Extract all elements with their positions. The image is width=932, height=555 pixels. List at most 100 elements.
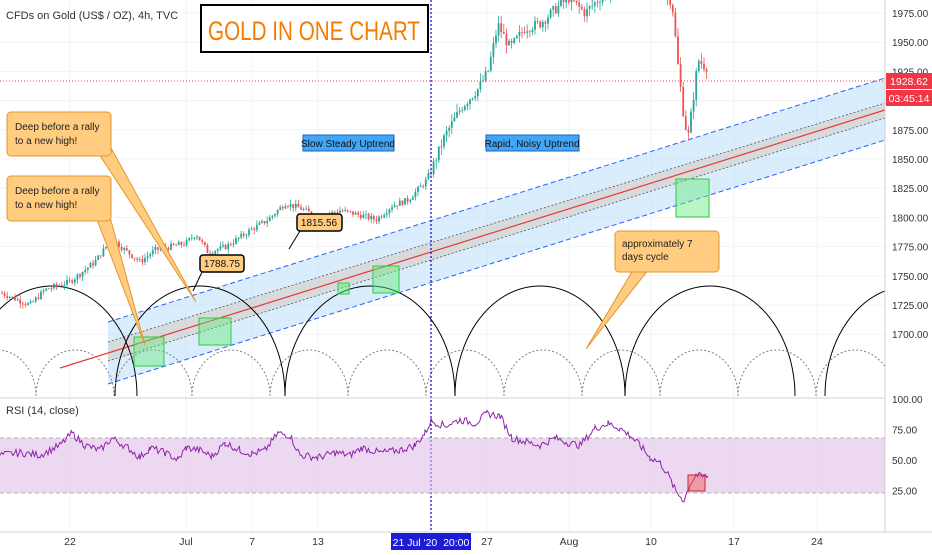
candle-up <box>692 99 695 112</box>
candle-down <box>682 86 685 117</box>
candle-up <box>398 200 401 206</box>
candle-up <box>435 160 438 162</box>
candle-up <box>411 197 414 200</box>
time-tick-label: 7 <box>249 536 255 548</box>
candle-up <box>170 243 172 250</box>
candle-up <box>424 179 427 187</box>
big-title: GOLD IN ONE CHART <box>208 16 420 46</box>
candle-up <box>76 274 79 280</box>
candle-up <box>42 290 45 292</box>
price-axis[interactable]: 1975.001950.001925.001900.001875.001850.… <box>892 9 929 341</box>
price-flag-1788-text: 1788.75 <box>204 259 241 270</box>
candle-up <box>177 242 180 246</box>
cycle-arc-dotted <box>659 349 739 397</box>
price-tick-label: 1850.00 <box>892 155 929 166</box>
candle-up <box>552 6 555 10</box>
candle-up <box>461 109 464 111</box>
candle-up <box>53 284 55 289</box>
candle-down <box>172 243 175 245</box>
slow-uptrend-label: Slow Steady Uptrend <box>301 139 395 150</box>
candle-down <box>684 116 687 130</box>
candle-up <box>268 217 271 222</box>
callout-mid[interactable]: Deep before a rally to a new high! <box>6 175 146 346</box>
cycle-arc-solid <box>0 285 138 397</box>
candle-down <box>359 214 362 219</box>
candle-up <box>8 297 11 298</box>
candle-up <box>32 301 35 303</box>
candle-down <box>183 244 185 246</box>
time-axis[interactable]: 22 Jul 7 13 27 Aug 10 17 24 <box>64 536 823 548</box>
candle-up <box>489 56 492 71</box>
cycle-arcs <box>0 285 885 397</box>
candle-up <box>448 127 451 131</box>
last-price-tag: 1928.62 03:45:14 <box>886 73 932 106</box>
candle-up <box>216 249 219 252</box>
candle-down <box>700 60 703 64</box>
cycle-arc-dotted <box>581 349 661 397</box>
rapid-uptrend-label: Rapid, Noisy Uptrend <box>484 139 579 150</box>
candle-up <box>196 236 198 238</box>
candle-down <box>510 41 513 43</box>
candle-down <box>674 12 677 37</box>
candle-up <box>476 89 479 97</box>
candle-down <box>580 6 583 10</box>
candle-up <box>193 237 196 239</box>
candle-down <box>406 198 409 202</box>
candle-up <box>495 35 497 44</box>
candle-up <box>266 221 269 224</box>
candle-down <box>19 299 22 304</box>
candle-up <box>11 296 14 298</box>
candle-up <box>474 96 477 99</box>
candle-down <box>705 69 708 72</box>
candle-up <box>471 98 474 100</box>
candle-down <box>263 220 266 224</box>
candle-up <box>469 99 471 105</box>
candle-up <box>248 229 250 236</box>
candle-up <box>214 251 217 254</box>
price-tick-label: 1925.00 <box>892 67 929 78</box>
candle-down <box>505 33 508 46</box>
candle-up <box>570 0 573 3</box>
cursor-time-text: 21 Jul '20 20:00 <box>393 537 470 549</box>
candle-up <box>414 191 417 198</box>
candle-up <box>94 260 97 266</box>
candle-up <box>463 106 466 110</box>
candle-down <box>583 9 586 17</box>
candle-up <box>695 71 698 100</box>
candle-up <box>211 253 214 255</box>
candle-up <box>560 0 562 6</box>
candle-up <box>279 207 282 211</box>
candle-down <box>198 236 201 241</box>
callout-top[interactable]: Deep before a rally to a new high! <box>6 111 197 303</box>
candle-down <box>167 247 170 250</box>
candle-up <box>105 246 107 249</box>
candle-up <box>274 214 276 216</box>
candle-down <box>573 0 575 1</box>
highlight-box <box>198 317 232 346</box>
candle-up <box>466 104 469 107</box>
candle-down <box>229 243 232 245</box>
rsi-axis[interactable]: 100.00 75.00 50.00 25.00 <box>892 395 923 498</box>
candle-up <box>255 224 258 230</box>
candle-down <box>703 63 705 70</box>
callout-cycle[interactable]: approximately 7 days cycle <box>585 230 720 350</box>
candle-up <box>45 288 48 291</box>
price-flag-1815[interactable]: 1815.56 <box>288 213 343 250</box>
candle-up <box>588 6 591 9</box>
candle-up <box>432 161 435 175</box>
candle-down <box>281 207 284 209</box>
channel-median-line <box>59 109 885 369</box>
candle-up <box>66 279 68 285</box>
candle-down <box>14 296 16 301</box>
price-flag-1788[interactable]: 1788.75 <box>192 254 245 292</box>
candle-up <box>526 31 529 33</box>
candle-up <box>450 121 453 128</box>
highlight-boxes <box>133 178 710 367</box>
rsi-band <box>0 438 885 493</box>
candle-down <box>55 284 58 287</box>
candle-down <box>175 244 178 246</box>
rapid-uptrend-label-box <box>485 134 580 152</box>
candle-up <box>240 233 243 238</box>
candle-up <box>697 60 700 72</box>
